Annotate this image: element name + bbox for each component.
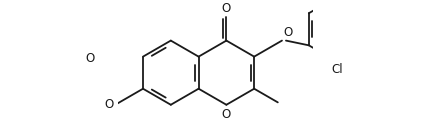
Text: Cl: Cl bbox=[331, 63, 342, 76]
Text: O: O bbox=[221, 2, 230, 15]
Text: O: O bbox=[221, 108, 230, 121]
Text: O: O bbox=[283, 26, 292, 39]
Text: O: O bbox=[86, 52, 95, 65]
Text: O: O bbox=[104, 98, 114, 111]
